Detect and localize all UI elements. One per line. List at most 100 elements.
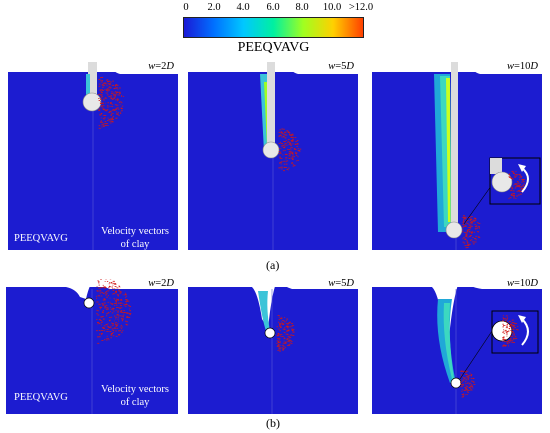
velocity-vector xyxy=(101,312,104,313)
velocity-vector xyxy=(461,389,464,391)
velocity-vector xyxy=(466,234,468,236)
velocity-vector xyxy=(120,307,123,309)
velocity-vector xyxy=(120,111,122,113)
velocity-vector xyxy=(110,103,112,104)
velocity-vector xyxy=(463,226,466,227)
velocity-vector xyxy=(470,380,473,382)
velocity-vector xyxy=(123,305,125,306)
velocity-vector xyxy=(115,93,118,95)
velocity-vector xyxy=(119,330,121,332)
velocity-vector xyxy=(503,330,505,332)
velocity-vector xyxy=(110,316,113,318)
velocity-vector xyxy=(464,224,467,226)
velocity-vector xyxy=(514,184,516,185)
velocity-vector xyxy=(96,301,98,303)
velocity-vector xyxy=(104,281,106,282)
velocity-vector xyxy=(120,113,122,114)
velocity-vector xyxy=(100,120,102,122)
velocity-vector xyxy=(112,280,115,282)
velocity-vector xyxy=(291,330,294,331)
velocity-vector xyxy=(467,378,469,380)
velocity-vector xyxy=(461,375,463,377)
velocity-vector xyxy=(297,148,299,149)
velocity-vector xyxy=(288,133,290,135)
velocity-vector xyxy=(114,303,116,304)
velocity-vector xyxy=(291,156,294,158)
velocity-vector xyxy=(112,323,114,324)
velocity-vector xyxy=(466,247,469,248)
velocity-vector xyxy=(470,386,472,387)
velocity-vector xyxy=(472,243,475,245)
velocity-vector xyxy=(460,379,462,381)
velocity-vector xyxy=(476,222,479,224)
velocity-vector xyxy=(290,145,292,147)
velocity-vector xyxy=(286,160,289,162)
velocity-vector xyxy=(101,124,103,126)
velocity-vector xyxy=(475,239,477,241)
velocity-vector xyxy=(102,330,104,332)
colorbar-tick: 2.0 xyxy=(207,2,221,13)
velocity-vector xyxy=(288,344,291,346)
velocity-vector xyxy=(512,195,514,196)
velocity-vector xyxy=(126,313,129,314)
velocity-vector xyxy=(283,337,285,339)
velocity-vector xyxy=(290,151,292,153)
velocity-vector xyxy=(523,179,525,180)
velocity-vector xyxy=(474,226,477,227)
velocity-vector xyxy=(291,153,294,155)
velocity-vector xyxy=(99,90,101,91)
velocity-vector xyxy=(282,320,284,321)
velocity-vector xyxy=(285,139,288,141)
velocity-vector xyxy=(287,148,289,150)
velocity-vector xyxy=(101,340,104,341)
velocity-vector xyxy=(111,328,114,330)
velocity-vector xyxy=(100,77,102,78)
velocity-vector xyxy=(115,91,117,93)
velocity-vector xyxy=(479,227,480,229)
velocity-vector xyxy=(117,307,120,309)
velocity-vector xyxy=(116,314,118,316)
velocity-vector xyxy=(99,336,101,338)
velocity-vector xyxy=(99,114,102,116)
velocity-vector xyxy=(107,295,110,297)
velocity-vector xyxy=(280,324,282,326)
velocity-vector xyxy=(107,329,109,330)
displacement-label: w=5D xyxy=(328,62,354,72)
velocity-vector xyxy=(470,216,473,217)
velocity-vector xyxy=(110,308,113,310)
velocity-vector xyxy=(508,328,511,330)
velocity-vector xyxy=(288,155,291,157)
velocity-vector xyxy=(508,198,510,200)
velocity-vector xyxy=(286,169,288,170)
velocity-vector xyxy=(467,382,469,384)
velocity-vector xyxy=(96,330,98,332)
velocity-vector xyxy=(513,325,516,326)
velocity-vector xyxy=(277,338,280,340)
velocity-vector xyxy=(282,133,285,135)
velocity-vector xyxy=(114,323,117,325)
velocity-vector xyxy=(288,339,291,341)
velocity-vector xyxy=(281,128,284,130)
velocity-vector xyxy=(278,153,280,155)
velocity-vector xyxy=(291,147,293,149)
velocity-vector xyxy=(287,131,290,133)
velocity-vector xyxy=(100,81,103,83)
velocity-vector xyxy=(465,388,467,389)
velocity-vector xyxy=(101,334,103,336)
velocity-vector xyxy=(119,305,122,306)
velocity-vector xyxy=(102,84,104,85)
velocity-vector xyxy=(512,326,515,327)
panel-a2: w=5D xyxy=(188,62,358,250)
velocity-vector xyxy=(502,326,504,328)
velocity-vector xyxy=(285,163,288,165)
velocity-vector xyxy=(292,328,295,330)
velocity-vector xyxy=(113,310,115,312)
velocity-vector xyxy=(114,283,117,284)
velocity-vector xyxy=(510,327,512,329)
velocity-vector xyxy=(473,220,476,222)
velocity-vector xyxy=(100,97,103,99)
velocity-vector xyxy=(295,155,298,156)
velocity-vector xyxy=(508,174,511,176)
velocity-vector xyxy=(116,107,119,109)
velocity-vector xyxy=(514,187,517,189)
